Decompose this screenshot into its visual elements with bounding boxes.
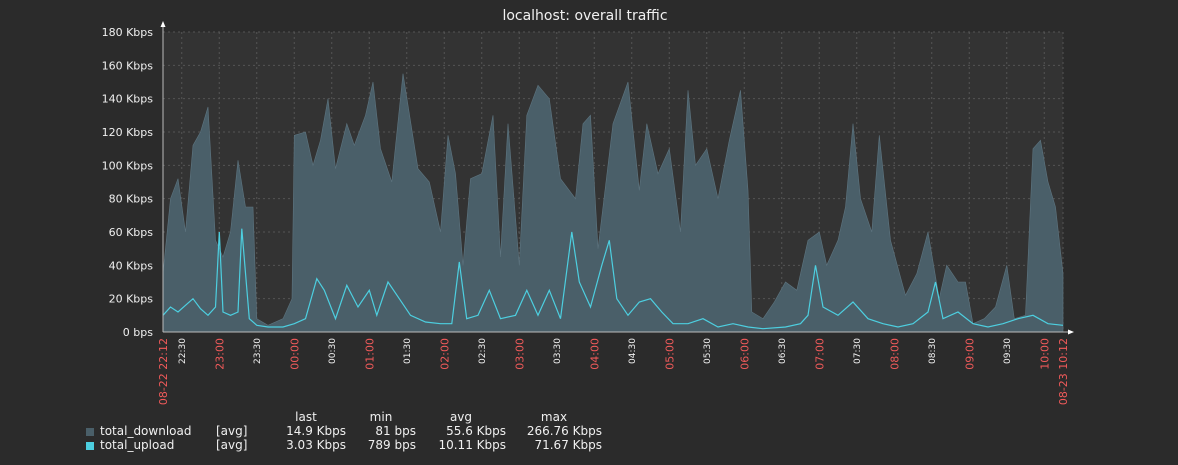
legend-row-total-upload: total_upload [avg] 3.03 Kbps 789 bps 10.… bbox=[86, 438, 602, 452]
x-tick-label: 00:30 bbox=[328, 338, 338, 364]
x-tick-label: 05:00 bbox=[663, 338, 676, 370]
x-tick-label: 04:30 bbox=[628, 338, 638, 364]
legend-name-upload: total_upload bbox=[100, 438, 175, 452]
y-tick-label: 140 Kbps bbox=[102, 93, 154, 106]
legend-min-upload: 789 bps bbox=[367, 438, 416, 452]
x-tick-label: 04:00 bbox=[588, 338, 601, 370]
legend-max-download: 266.76 Kbps bbox=[526, 424, 602, 438]
y-tick-label: 40 Kbps bbox=[109, 259, 154, 272]
series-line-total_upload bbox=[162, 228, 1064, 330]
legend-header-min: min bbox=[369, 410, 393, 424]
legend-fn-upload: [avg] bbox=[216, 438, 248, 452]
x-tick-label: 10:00 bbox=[1038, 338, 1051, 370]
x-axis-arrow bbox=[1068, 329, 1074, 335]
x-tick-label: 07:00 bbox=[813, 338, 826, 370]
chart-title: localhost: overall traffic bbox=[502, 8, 667, 24]
legend-swatch-upload bbox=[86, 441, 94, 450]
legend-avg-download: 55.6 Kbps bbox=[446, 424, 506, 438]
legend-swatch-download bbox=[86, 427, 94, 436]
x-tick-label: 23:00 bbox=[213, 338, 226, 370]
x-tick-label: 05:30 bbox=[703, 338, 713, 364]
legend-header-last: last bbox=[295, 410, 317, 424]
y-tick-label: 160 Kbps bbox=[102, 59, 154, 72]
legend-min-download: 81 bps bbox=[375, 424, 416, 438]
x-tick-label: 22:30 bbox=[178, 338, 188, 364]
x-tick-label: 00:00 bbox=[288, 338, 301, 370]
y-axis-arrow bbox=[160, 21, 166, 27]
legend-header-avg: avg bbox=[449, 410, 473, 424]
x-tick-label: 09:00 bbox=[963, 338, 976, 370]
x-tick-label: 08-22 22:12 bbox=[157, 338, 170, 405]
x-tick-label: 08-23 10:12 bbox=[1057, 338, 1070, 405]
x-tick-label: 02:30 bbox=[478, 338, 488, 364]
legend-last-download: 14.9 Kbps bbox=[286, 424, 346, 438]
legend-header-row: last min avg max bbox=[86, 410, 602, 424]
y-tick-label: 0 bps bbox=[123, 326, 153, 339]
y-tick-label: 80 Kbps bbox=[109, 193, 154, 206]
y-tick-label: 100 Kbps bbox=[102, 159, 154, 172]
x-tick-label: 08:30 bbox=[928, 338, 938, 364]
y-tick-label: 120 Kbps bbox=[102, 126, 154, 139]
x-tick-label: 01:30 bbox=[403, 338, 413, 364]
x-tick-label: 08:00 bbox=[888, 338, 901, 370]
legend-row-total-download: total_download [avg] 14.9 Kbps 81 bps 55… bbox=[86, 424, 602, 438]
legend: last min avg max total_download [avg] 14… bbox=[86, 410, 602, 452]
x-tick-label: 23:30 bbox=[253, 338, 263, 364]
y-tick-label: 20 Kbps bbox=[109, 293, 154, 306]
legend-last-upload: 3.03 Kbps bbox=[286, 438, 346, 452]
x-tick-label: 01:00 bbox=[363, 338, 376, 370]
legend-avg-upload: 10.11 Kbps bbox=[438, 438, 506, 452]
x-tick-label: 02:00 bbox=[438, 338, 451, 370]
x-tick-label: 06:00 bbox=[738, 338, 751, 370]
x-tick-label: 06:30 bbox=[778, 338, 788, 364]
series-area-total_download bbox=[162, 73, 1064, 333]
legend-name-download: total_download bbox=[100, 424, 192, 438]
x-tick-label: 03:30 bbox=[553, 338, 563, 364]
x-tick-label: 07:30 bbox=[853, 338, 863, 364]
legend-header-max: max bbox=[540, 410, 568, 424]
legend-fn-download: [avg] bbox=[216, 424, 248, 438]
x-tick-label: 03:00 bbox=[513, 338, 526, 370]
y-tick-label: 180 Kbps bbox=[102, 26, 154, 39]
y-tick-label: 60 Kbps bbox=[109, 226, 154, 239]
legend-max-upload: 71.67 Kbps bbox=[534, 438, 602, 452]
x-tick-label: 09:30 bbox=[1003, 338, 1013, 364]
